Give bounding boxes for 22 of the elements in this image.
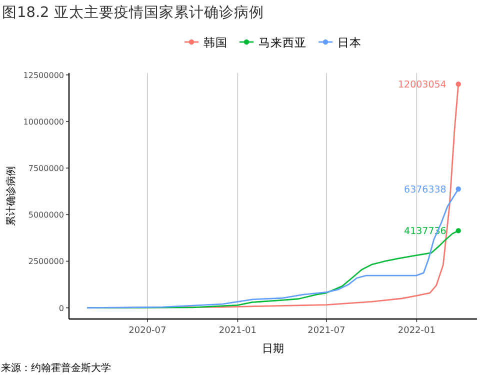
y-tick-label: 7500000: [28, 164, 64, 174]
x-tick-label: 2022-01: [398, 326, 436, 336]
source-note: 来源：约翰霍普金斯大学: [1, 362, 111, 374]
point: [456, 82, 461, 87]
legend-label: 马来西亚: [258, 36, 306, 50]
y-axis-title: 累计确诊病例: [5, 166, 17, 226]
point: [456, 228, 461, 234]
point: [456, 186, 461, 192]
legend-label: 韩国: [204, 36, 228, 50]
x-axis-title: 日期: [262, 342, 284, 355]
y-tick-label: 0: [58, 304, 64, 313]
legend-label: 日本: [338, 36, 362, 50]
x-tick-label: 2021-01: [218, 326, 256, 336]
x-tick-label: 2020-07: [128, 326, 166, 336]
data-label: 6376338: [404, 184, 446, 196]
y-tick-label: 5000000: [28, 210, 64, 220]
data-label: 12003054: [398, 80, 446, 91]
x-tick-label: 2021-07: [308, 326, 346, 336]
y-tick-label: 10000000: [23, 117, 64, 126]
chart-title: 图18.2 亚太主要疫情国家累计确诊病例: [2, 4, 264, 21]
y-tick-label: 2500000: [28, 257, 64, 266]
y-tick-label: 12500000: [23, 70, 64, 80]
